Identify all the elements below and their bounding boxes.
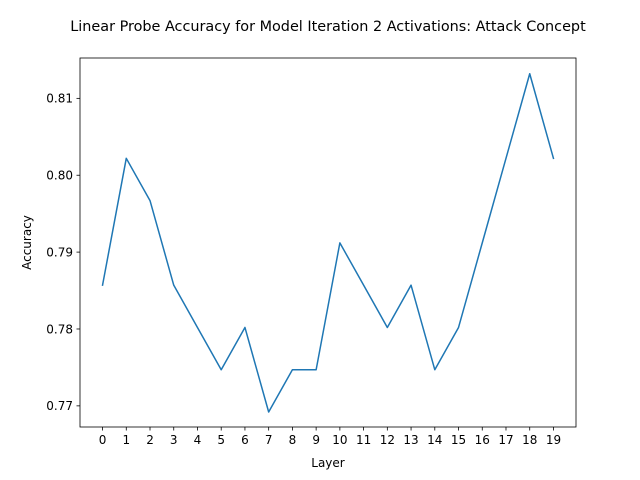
y-tick-label: 0.81 — [46, 92, 73, 106]
series-layer — [101, 73, 555, 413]
y-tick-label: 0.77 — [46, 399, 73, 413]
x-tick-label: 10 — [332, 433, 347, 447]
x-tick-label: 3 — [170, 433, 178, 447]
x-tick-label: 9 — [312, 433, 320, 447]
plot-area — [79, 57, 577, 428]
y-tick-label: 0.80 — [46, 169, 73, 183]
x-axis: 0 1 2 3 4 5 6 7 8 9 10 11 12 13 14 15 16 17 18 19 — [99, 427, 561, 447]
chart-title: Linear Probe Accuracy for Model Iteratio… — [70, 19, 586, 35]
plot-background — [80, 58, 576, 427]
y-axis-label: Accuracy — [20, 215, 34, 270]
x-tick-label: 8 — [289, 433, 297, 447]
x-tick-label: 5 — [217, 433, 225, 447]
y-tick-label: 0.78 — [46, 322, 73, 336]
series-line — [101, 73, 555, 413]
x-tick-label: 12 — [380, 433, 395, 447]
plot-frame — [79, 57, 577, 428]
x-tick-label: 15 — [451, 433, 466, 447]
x-tick-label: 7 — [265, 433, 273, 447]
x-tick-label: 14 — [427, 433, 442, 447]
x-axis-label: Layer — [311, 456, 345, 470]
x-tick-label: 0 — [99, 433, 107, 447]
x-tick-label: 19 — [546, 433, 561, 447]
x-tick-label: 6 — [241, 433, 249, 447]
x-tick-label: 2 — [146, 433, 154, 447]
x-tick-label: 11 — [356, 433, 371, 447]
x-tick-label: 16 — [475, 433, 490, 447]
x-tick-label: 18 — [522, 433, 537, 447]
x-tick-label: 17 — [498, 433, 513, 447]
y-axis: 0.77 0.78 0.79 0.80 0.81 — [46, 92, 80, 413]
x-tick-label: 13 — [403, 433, 418, 447]
x-tick-label: 1 — [122, 433, 130, 447]
y-tick-label: 0.79 — [46, 245, 73, 259]
x-tick-label: 4 — [194, 433, 202, 447]
